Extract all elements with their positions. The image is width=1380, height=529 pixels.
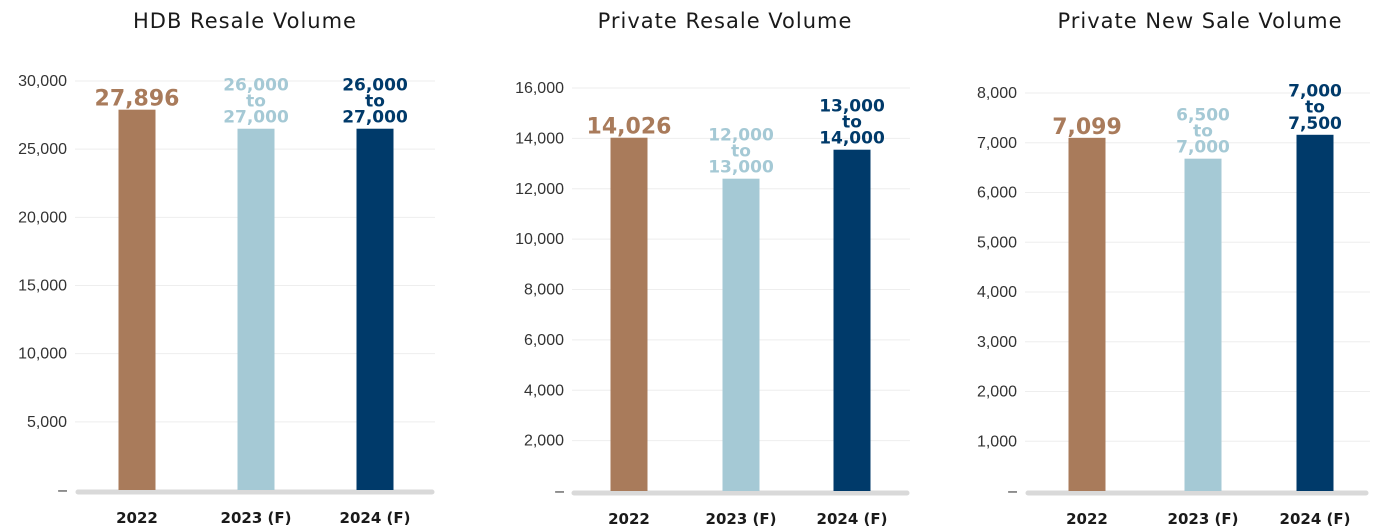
bar-2023-f [722,178,760,492]
x-category-label: 2024 (F) [1280,510,1351,528]
y-tick-label: 8,000 [977,85,1017,102]
y-tick-label: – [58,482,67,499]
y-tick-label: 12,000 [515,181,564,198]
y-tick-label: 6,000 [977,185,1017,202]
y-tick-label: 4,000 [524,382,564,399]
y-tick-label: 10,000 [515,231,564,248]
chart-title: HDB Resale Volume [133,9,357,33]
y-tick-label: 5,000 [977,234,1017,251]
data-label: 14,000 [819,129,885,149]
data-label: to [246,92,266,112]
x-category-label: 2024 (F) [340,509,411,527]
y-tick-label: 14,000 [515,130,564,147]
chart-panel-3: Private New Sale Volume – 1,000 2,000 3,000 4… [977,9,1370,528]
y-tick-label: 20,000 [18,209,67,226]
x-category-label: 2022 [608,510,650,528]
data-label: to [731,142,751,162]
y-tick-label: – [1008,483,1017,500]
bar-2023-f [1184,158,1222,492]
data-label: 7,000 [1288,81,1342,101]
data-label: 27,896 [95,87,180,112]
bar-2022 [118,109,156,490]
data-label: 7,099 [1052,115,1122,140]
y-tick-label: 15,000 [18,278,67,295]
data-label: to [1305,98,1325,118]
data-label: 13,000 [708,158,774,178]
data-label: 7,500 [1288,114,1342,134]
y-tick-label: 30,000 [18,73,67,90]
data-label: 12,000 [708,125,774,145]
y-tick-label: 1,000 [977,433,1017,450]
x-category-label: 2023 (F) [706,510,777,528]
bar-2023-f [237,128,275,490]
data-label: 26,000 [223,75,289,95]
data-label: 7,000 [1176,138,1230,158]
data-label: to [365,92,385,112]
bar-2024-f [833,149,871,491]
y-tick-label: 8,000 [524,282,564,299]
bar-2024-f [1296,134,1334,492]
y-tick-label: 2,000 [977,384,1017,401]
data-label: to [1193,122,1213,142]
data-label: 27,000 [223,108,289,128]
bar-2024-f [356,128,394,490]
x-category-label: 2024 (F) [817,510,888,528]
bar-2022 [1068,137,1106,491]
y-tick-label: – [555,483,564,500]
x-category-label: 2023 (F) [1168,510,1239,528]
chart-title: Private Resale Volume [598,9,853,33]
chart-panel-2: Private Resale Volume – 2,000 4,000 6,000 8,0… [515,9,910,528]
x-category-label: 2022 [1066,510,1108,528]
y-tick-label: 16,000 [515,80,564,97]
y-tick-label: 2,000 [524,433,564,450]
data-label: 14,026 [587,115,672,140]
y-tick-label: 3,000 [977,334,1017,351]
x-category-label: 2022 [116,509,158,527]
data-label: 27,000 [342,108,408,128]
y-tick-label: 7,000 [977,135,1017,152]
y-tick-label: 5,000 [27,414,67,431]
data-label: 6,500 [1176,105,1230,125]
chart-panel-1: HDB Resale Volume – 5,000 10,000 15,000 20,00… [18,9,435,527]
chart-title: Private New Sale Volume [1057,9,1342,33]
y-tick-label: 6,000 [524,332,564,349]
data-label: 26,000 [342,75,408,95]
data-label: 13,000 [819,96,885,116]
data-label: to [842,113,862,133]
y-tick-label: 10,000 [18,346,67,363]
y-tick-label: 25,000 [18,141,67,158]
x-category-label: 2023 (F) [221,509,292,527]
bar-2022 [610,137,648,491]
y-tick-label: 4,000 [977,284,1017,301]
